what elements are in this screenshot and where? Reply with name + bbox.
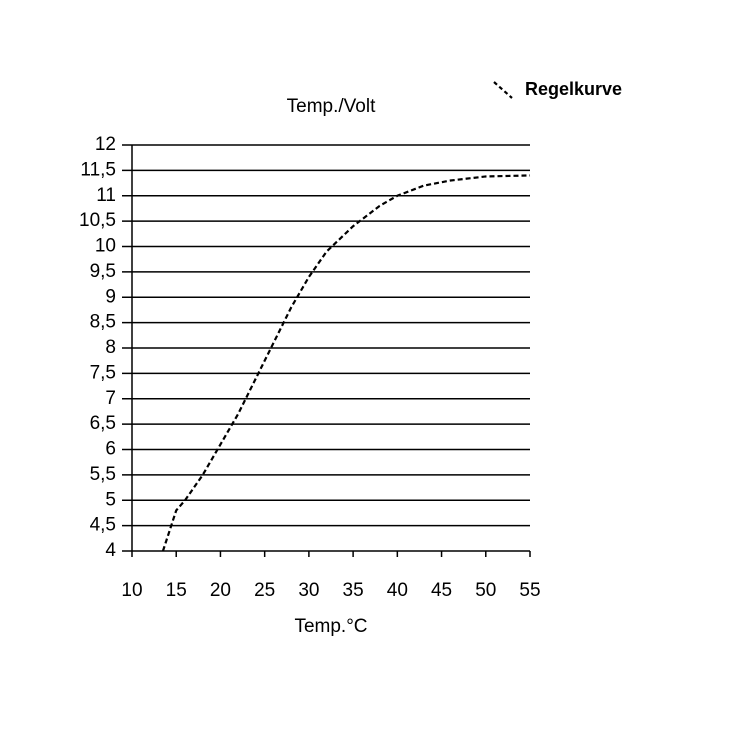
x-tick-label: 45 [431,580,452,601]
x-tick-label: 55 [519,580,540,601]
y-tick-label: 11,5 [80,159,116,180]
y-tick-label: 9,5 [90,261,116,282]
y-tick-label: 8,5 [90,312,116,333]
y-tick-label: 5,5 [90,464,116,485]
x-tick-label: 30 [298,580,319,601]
x-tick-label: 10 [121,580,142,601]
x-tick-label: 15 [166,580,187,601]
chart-title: Temp./Volt [287,96,376,117]
x-tick-label: 40 [387,580,408,601]
y-tick-label: 11 [96,185,116,206]
x-tick-label: 35 [343,580,364,601]
x-tick-label: 50 [475,580,496,601]
x-tick-label: 25 [254,580,275,601]
y-tick-label: 6 [105,439,116,460]
y-tick-label: 4 [105,540,116,561]
y-tick-label: 8 [105,337,116,358]
y-tick-label: 12 [95,134,116,155]
x-tick-label: 20 [210,580,231,601]
x-axis-label: Temp.°C [294,616,367,637]
y-tick-label: 5 [105,489,116,510]
series-line [161,174,531,552]
legend-text: Regelkurve [525,79,622,99]
y-tick-label: 9 [105,286,116,307]
y-tick-label: 4,5 [90,515,116,536]
y-tick-label: 6,5 [90,413,116,434]
y-tick-label: 7,5 [90,362,116,383]
y-tick-label: 10 [95,236,116,257]
y-tick-label: 10,5 [79,210,116,231]
y-tick-label: 7 [105,388,116,409]
